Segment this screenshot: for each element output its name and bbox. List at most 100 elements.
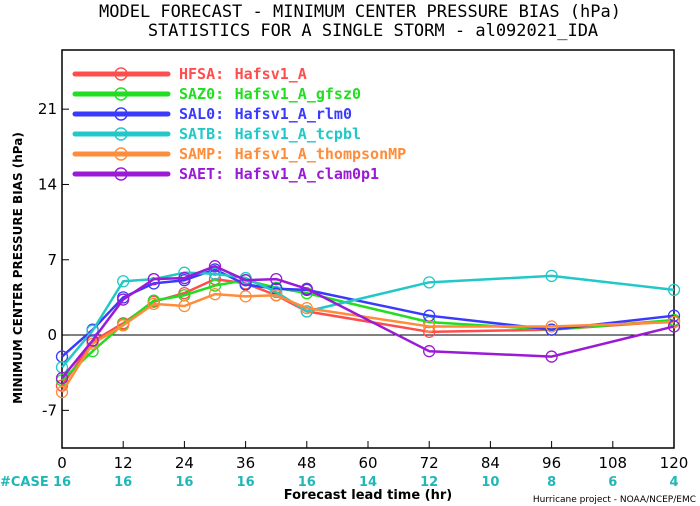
series-Hafsv1_A_clam0p1 xyxy=(55,260,681,385)
series-line xyxy=(61,264,675,379)
credit-text: Hurricane project - NOAA/NCEP/EMC xyxy=(533,495,696,505)
legend-marker xyxy=(114,87,128,101)
case-count: 10 xyxy=(481,475,499,490)
data-point xyxy=(545,269,558,283)
data-point xyxy=(300,302,313,315)
plot-area xyxy=(61,49,675,449)
data-point xyxy=(55,371,69,385)
x-tick-label: 60 xyxy=(358,454,377,472)
legend-entry: SAMP: Hafsv1_A_thompsonMP xyxy=(72,145,407,163)
data-point xyxy=(239,274,252,287)
data-point xyxy=(423,320,436,333)
case-label: #CASE xyxy=(0,475,49,490)
case-counts: 16 16 16 16 16 14 12 10 8 6 4 xyxy=(53,475,679,490)
data-point xyxy=(270,289,283,302)
legend-name: Hafsv1_A xyxy=(235,65,307,83)
y-tick-label: -7 xyxy=(42,401,57,419)
data-point xyxy=(55,385,69,399)
y-tick-label: 7 xyxy=(47,251,57,269)
data-point xyxy=(86,334,99,347)
legend-marker xyxy=(114,67,128,81)
legend-code: SAZ0: xyxy=(179,85,224,103)
data-point xyxy=(270,285,283,299)
x-tick-label: 72 xyxy=(420,454,439,472)
data-point xyxy=(147,272,160,286)
x-tick-label: 48 xyxy=(297,454,316,472)
chart-subtitle: STATISTICS FOR A SINGLE STORM - al092021… xyxy=(148,21,598,41)
legend-entry: SAZ0: Hafsv1_A_gfsz0 xyxy=(72,85,361,103)
case-count: 6 xyxy=(608,475,617,490)
data-point xyxy=(86,337,99,350)
legend-code: SAL0: xyxy=(179,105,224,123)
y-tick-label: 21 xyxy=(38,100,57,118)
x-tick-label: 120 xyxy=(660,454,689,472)
chart-title: MODEL FORECAST - MINIMUM CENTER PRESSURE… xyxy=(99,2,621,22)
legend-code: SATB: xyxy=(179,125,224,143)
legend-marker xyxy=(114,167,128,181)
data-point xyxy=(208,260,222,273)
legend-name: Hafsv1_A_clam0p1 xyxy=(235,165,380,183)
case-count: 16 xyxy=(53,475,71,490)
data-point xyxy=(147,294,160,307)
series-lines xyxy=(55,260,681,399)
legend-code: HFSA: xyxy=(179,65,224,83)
data-point xyxy=(208,288,222,301)
series-line xyxy=(61,268,675,358)
case-count: 8 xyxy=(547,475,556,490)
series-Hafsv1_A_tcpbl xyxy=(55,266,681,374)
series-Hafsv1_A_gfsz0 xyxy=(55,274,681,387)
x-tick-label: 36 xyxy=(236,454,255,472)
axis-ticks: 0 12 24 36 48 60 72 84 96 108 120 -7 0 7 14 21 xyxy=(38,100,688,472)
legend-entry: HFSA: Hafsv1_A xyxy=(72,65,307,83)
data-point xyxy=(270,272,283,286)
series-Hafsv1_A xyxy=(55,272,681,392)
data-point xyxy=(178,299,191,313)
data-point xyxy=(667,283,681,297)
data-point xyxy=(239,290,252,303)
data-point xyxy=(208,267,222,280)
case-count: 16 xyxy=(237,475,255,490)
case-count: 12 xyxy=(420,475,438,490)
legend-marker xyxy=(114,127,128,141)
data-point xyxy=(300,305,313,318)
y-tick-label: 0 xyxy=(47,326,57,344)
data-point xyxy=(545,350,558,363)
data-point xyxy=(117,293,130,306)
legend: HFSA: Hafsv1_A SAZ0: Hafsv1_A_gfsz0 SAL0: Haf… xyxy=(72,65,407,183)
data-point xyxy=(178,271,191,285)
x-tick-label: 0 xyxy=(57,454,67,472)
case-count: 16 xyxy=(114,475,132,490)
y-axis-label: MINIMUM CENTER PRESSURE BIAS (hPa) xyxy=(11,132,25,404)
case-count: 16 xyxy=(175,475,193,490)
x-tick-label: 96 xyxy=(542,454,561,472)
data-point xyxy=(147,297,160,311)
legend-entry: SAL0: Hafsv1_A_rlm0 xyxy=(72,105,352,123)
data-point xyxy=(300,282,313,295)
x-tick-label: 12 xyxy=(114,454,133,472)
y-tick-label: 14 xyxy=(38,175,57,193)
data-point xyxy=(208,279,222,292)
data-point xyxy=(117,275,130,288)
legend-marker xyxy=(114,147,128,161)
data-point xyxy=(117,319,130,332)
data-point xyxy=(667,320,681,333)
data-point xyxy=(423,276,436,289)
x-tick-label: 84 xyxy=(481,454,500,472)
case-count: 14 xyxy=(359,475,377,490)
legend-name: Hafsv1_A_rlm0 xyxy=(235,105,352,123)
legend-name: Hafsv1_A_thompsonMP xyxy=(235,145,407,163)
x-axis-label: Forecast lead time (hr) xyxy=(284,488,452,503)
data-point xyxy=(545,320,558,333)
legend-marker xyxy=(114,107,128,121)
x-tick-label: 108 xyxy=(598,454,627,472)
legend-code: SAET: xyxy=(179,165,224,183)
case-count: 4 xyxy=(669,475,678,490)
legend-name: Hafsv1_A_tcpbl xyxy=(235,125,361,143)
data-point xyxy=(86,324,99,337)
legend-entry: SATB: Hafsv1_A_tcpbl xyxy=(72,125,361,143)
series-line xyxy=(61,271,675,369)
data-point xyxy=(545,323,558,336)
x-tick-label: 24 xyxy=(175,454,194,472)
legend-code: SAMP: xyxy=(179,145,224,163)
legend-name: Hafsv1_A_gfsz0 xyxy=(235,85,361,103)
